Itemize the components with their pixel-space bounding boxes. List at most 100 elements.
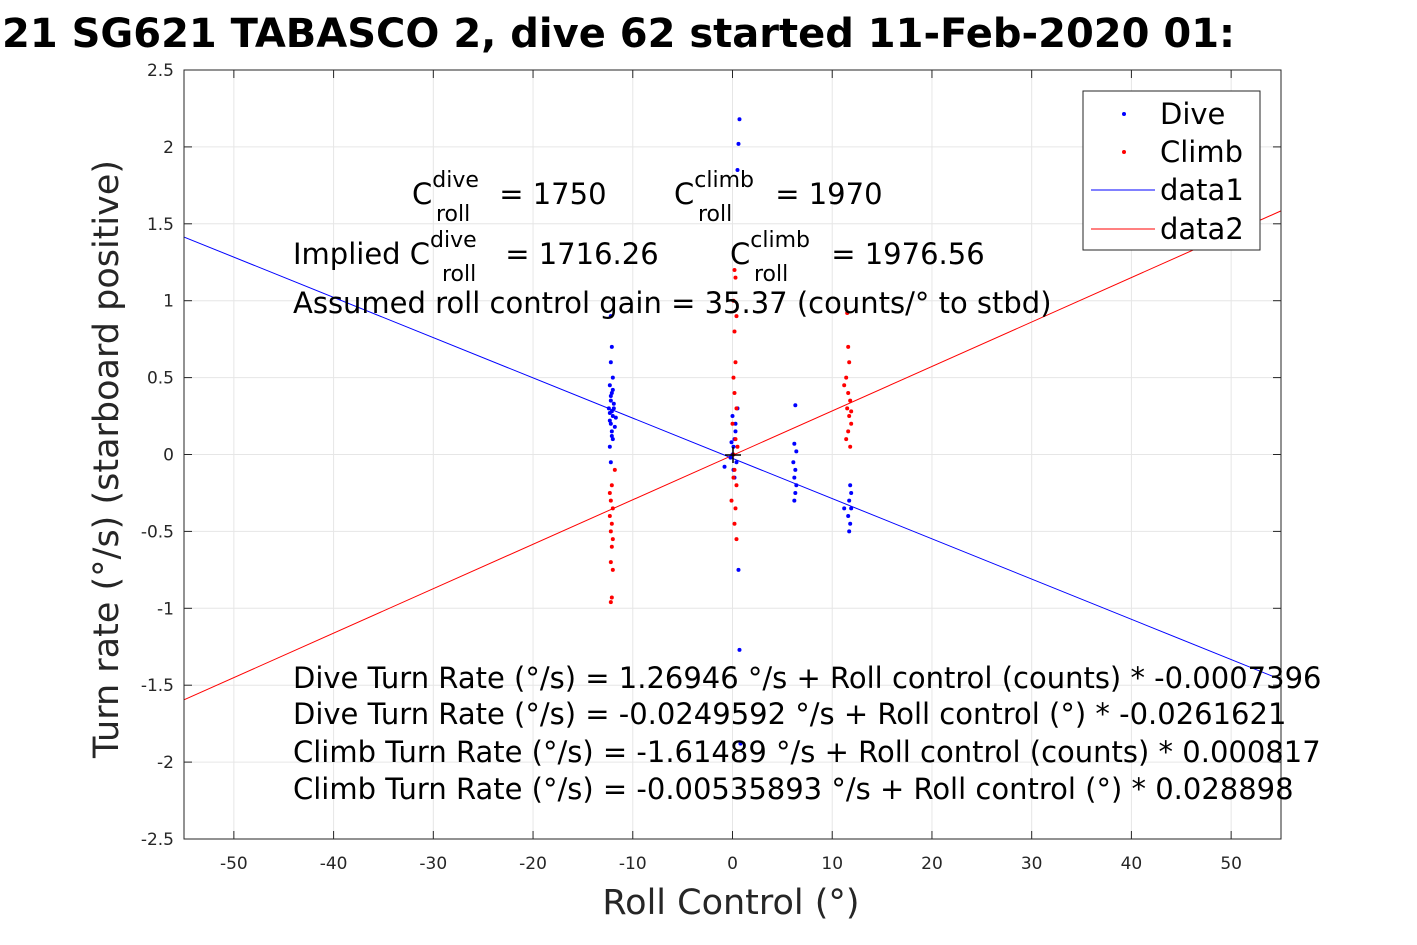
- point-dive: [607, 410, 612, 415]
- point-dive: [608, 421, 613, 426]
- point-climb: [607, 490, 612, 495]
- y-tick-label: 1.5: [147, 215, 174, 235]
- point-dive: [610, 414, 615, 419]
- x-tick-label: -10: [619, 854, 647, 874]
- point-dive: [611, 401, 616, 406]
- y-tick-label: -1.5: [141, 676, 174, 696]
- point-climb: [731, 375, 736, 380]
- point-dive: [609, 390, 614, 395]
- point-dive: [737, 647, 742, 652]
- point-climb: [734, 483, 739, 488]
- point-dive: [733, 429, 738, 434]
- point-climb: [844, 375, 849, 380]
- point-climb: [732, 329, 737, 334]
- legend-box: [1082, 90, 1261, 251]
- x-tick-label: 0: [727, 854, 738, 874]
- point-dive: [607, 383, 612, 388]
- annotation-eq2: Dive Turn Rate (°/s) = -0.0249592 °/s + …: [293, 697, 1286, 731]
- point-climb: [848, 444, 853, 449]
- point-climb: [732, 467, 737, 472]
- plot-frame: [183, 69, 1282, 840]
- point-climb: [734, 314, 739, 319]
- x-tick-label: -20: [519, 854, 547, 874]
- y-tick-label: -2: [157, 753, 174, 773]
- point-climb: [847, 360, 852, 365]
- point-dive: [848, 521, 853, 526]
- annotation-c-climb: Cclimb roll = 1970: [674, 168, 883, 227]
- point-climb: [608, 498, 613, 503]
- point-dive: [612, 424, 617, 429]
- point-climb: [609, 595, 614, 600]
- point-dive: [608, 394, 613, 399]
- point-climb: [610, 537, 615, 542]
- point-dive: [794, 449, 799, 454]
- point-climb: [734, 537, 739, 542]
- legend-data1-label: data1: [1160, 173, 1244, 207]
- point-dive: [610, 437, 615, 442]
- point-climb: [732, 521, 737, 526]
- point-dive: [738, 741, 743, 746]
- point-dive: [736, 141, 741, 146]
- point-dive: [792, 498, 797, 503]
- y-tick-label: 0.5: [147, 369, 174, 389]
- point-dive: [842, 506, 847, 511]
- point-dive: [722, 464, 727, 469]
- point-dive: [610, 375, 615, 380]
- y-tick-label: 1: [163, 292, 174, 312]
- point-dive: [735, 167, 740, 172]
- point-climb: [846, 344, 851, 349]
- point-dive: [607, 418, 612, 423]
- point-climb: [846, 390, 851, 395]
- point-dive: [847, 529, 852, 534]
- legend-dive-label: Dive: [1160, 97, 1225, 131]
- point-dive: [794, 483, 799, 488]
- annotation-implied-climb: Cclimb roll = 1976.56: [730, 228, 985, 287]
- x-tick-label: 50: [1220, 854, 1242, 874]
- point-climb: [846, 429, 851, 434]
- x-tick-label: 10: [821, 854, 843, 874]
- point-dive: [608, 398, 613, 403]
- annotation-c-dive: Cdive roll = 1750: [412, 168, 607, 227]
- point-climb: [607, 514, 612, 519]
- point-climb: [609, 544, 614, 549]
- point-climb: [733, 360, 738, 365]
- point-dive: [609, 344, 614, 349]
- point-dive: [792, 441, 797, 446]
- point-climb: [732, 390, 737, 395]
- point-climb: [845, 311, 850, 316]
- point-dive: [611, 406, 616, 411]
- y-tick-label: 2: [163, 138, 174, 158]
- y-tick-label: -1: [157, 599, 174, 619]
- x-tick-label: -50: [220, 854, 248, 874]
- point-dive: [608, 314, 613, 319]
- point-climb: [735, 444, 740, 449]
- point-climb: [849, 421, 854, 426]
- point-dive: [733, 421, 738, 426]
- y-tick-label: -0.5: [141, 522, 174, 542]
- annotation-eq1: Dive Turn Rate (°/s) = 1.26946 °/s + Rol…: [293, 661, 1321, 695]
- point-dive: [606, 406, 611, 411]
- chart-title: 21 SG621 TABASCO 2, dive 62 started 11-F…: [2, 11, 1235, 57]
- x-axis-label: Roll Control (°): [602, 883, 859, 923]
- y-axis-label: Turn rate (°/s) (starboard positive): [87, 160, 127, 759]
- x-axis-ticks: -50 -40 -30 -20 -10 0 10 20 30 40 50: [220, 70, 1242, 874]
- point-dive: [791, 460, 796, 465]
- point-climb: [733, 506, 738, 511]
- point-dive: [849, 490, 854, 495]
- point-climb: [731, 298, 736, 303]
- legend-climb-marker: [1122, 150, 1126, 154]
- y-axis-ticks: -2.5 -2 -1.5 -1 -0.5 0 0.5 1 1.5 2 2.5: [141, 61, 1281, 850]
- point-dive: [847, 498, 852, 503]
- point-dive: [608, 460, 613, 465]
- legend-data2-label: data2: [1160, 212, 1244, 246]
- x-tick-label: -30: [419, 854, 447, 874]
- point-dive: [610, 387, 615, 392]
- point-climb: [734, 406, 739, 411]
- point-dive: [792, 475, 797, 480]
- point-climb: [732, 267, 737, 272]
- legend-dive-marker: [1122, 112, 1126, 116]
- point-climb: [845, 406, 850, 411]
- point-dive: [737, 117, 742, 122]
- point-climb: [847, 414, 852, 419]
